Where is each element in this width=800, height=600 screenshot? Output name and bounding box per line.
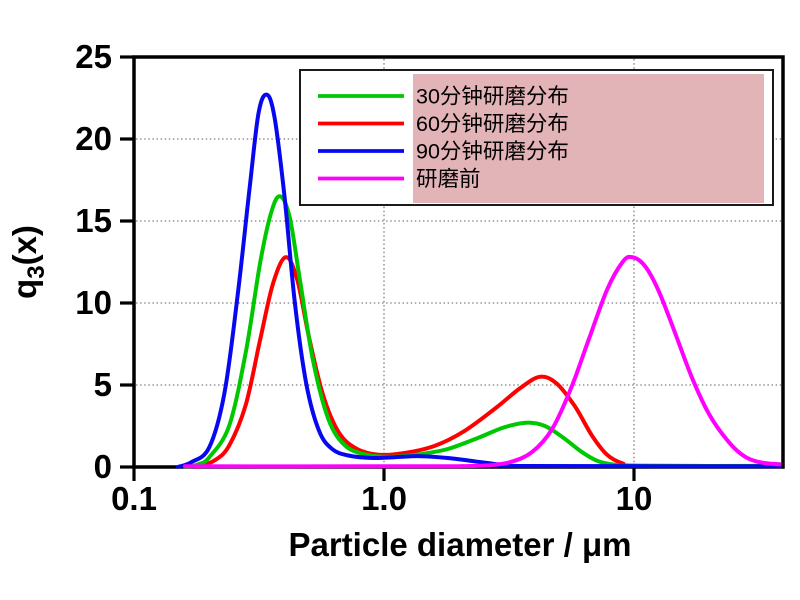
y-tick-label-0: 0	[94, 448, 112, 485]
y-axis-title-base: q	[6, 279, 43, 299]
legend-label-60min: 60分钟研磨分布	[416, 112, 569, 136]
curve-1-60min	[195, 255, 782, 469]
y-tick-label-10: 10	[75, 284, 112, 321]
legend-item-30min: 30分钟研磨分布	[318, 85, 569, 109]
curves	[176, 92, 782, 469]
legend-item-90min: 90分钟研磨分布	[318, 140, 569, 164]
x-tick-label-1.0: 1.0	[361, 480, 407, 517]
y-axis-title: q3(x)	[6, 225, 50, 299]
legend-label-90min: 90分钟研磨分布	[416, 140, 569, 164]
y-axis-title-text: q3(x)	[6, 225, 50, 299]
y-tick-label-25: 25	[75, 38, 112, 75]
y-axis-title-subscript: 3	[23, 265, 50, 278]
y-tick-label-5: 5	[94, 366, 112, 403]
axis-ticks	[120, 55, 636, 481]
legend-item-60min: 60分钟研磨分布	[318, 112, 569, 136]
x-axis-title: Particle diameter / μm	[288, 526, 631, 563]
legend: 30分钟研磨分布 60分钟研磨分布 90分钟研磨分布 研磨前	[299, 69, 774, 206]
legend-label-30min: 30分钟研磨分布	[416, 85, 569, 109]
legend-item-before-milling: 研磨前	[318, 167, 481, 191]
curve-3-before-milling	[183, 254, 782, 469]
x-tick-label-0.1: 0.1	[111, 480, 157, 517]
x-tick-label-10: 10	[616, 480, 653, 517]
axis-tick-labels: 0.1 1.0 10 0 5 10 15 20 25	[75, 38, 652, 517]
legend-highlight-background	[413, 74, 764, 203]
legend-label-before-milling: 研磨前	[416, 167, 481, 191]
y-tick-label-20: 20	[75, 120, 112, 157]
curve-2-90min	[176, 92, 782, 469]
curve-0-30min	[183, 194, 782, 469]
y-tick-label-15: 15	[75, 202, 112, 239]
y-axis-title-rest: (x)	[6, 225, 43, 265]
